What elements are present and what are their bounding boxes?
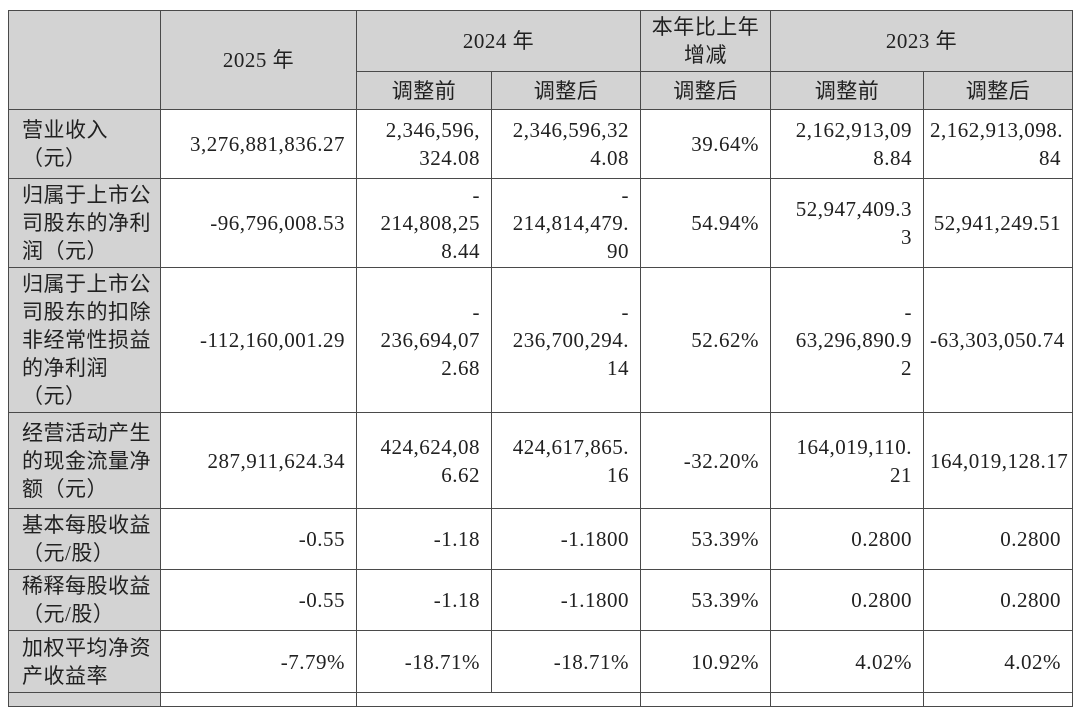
table-cell: -112,160,001.29 <box>160 267 357 413</box>
table-cell: 2,346,596, 324.08 <box>356 109 492 179</box>
table-row-diluted-eps: 稀释每股收益 （元/股） -0.55 -1.18 -1.1800 53.39% … <box>8 569 1073 631</box>
financial-summary-table: 2025 年 2024 年 本年比上年 增减 2023 年 调整前 调整后 调整… <box>8 10 1073 707</box>
table-cell: 287,911,624.34 <box>160 412 357 509</box>
row-label: 营业收入 （元） <box>8 109 161 179</box>
table-cell: -1.1800 <box>491 508 641 570</box>
table-cell: 164,019,110. 21 <box>770 412 924 509</box>
table-cell: -63,303,050.74 <box>923 267 1073 413</box>
header-2023-post: 调整后 <box>923 71 1073 110</box>
table-cell: -1.1800 <box>491 569 641 631</box>
table-row-partial <box>8 692 1073 707</box>
table-row-revenue: 营业收入 （元） 3,276,881,836.27 2,346,596, 324… <box>8 109 1073 179</box>
table-cell <box>356 692 641 707</box>
table-cell: - 63,296,890.9 2 <box>770 267 924 413</box>
table-cell: 0.2800 <box>770 508 924 570</box>
header-2023: 2023 年 <box>770 10 1073 72</box>
row-label: 加权平均净资 产收益率 <box>8 630 161 693</box>
table-cell: -18.71% <box>491 630 641 693</box>
table-cell: -7.79% <box>160 630 357 693</box>
table-cell: - 236,694,07 2.68 <box>356 267 492 413</box>
row-label: 稀释每股收益 （元/股） <box>8 569 161 631</box>
table-cell: -0.55 <box>160 508 357 570</box>
table-cell: 52.62% <box>640 267 771 413</box>
table-cell: 54.94% <box>640 178 771 268</box>
row-label <box>8 692 161 707</box>
table-cell: 0.2800 <box>923 569 1073 631</box>
table-cell: -96,796,008.53 <box>160 178 357 268</box>
table-cell: 3,276,881,836.27 <box>160 109 357 179</box>
row-label: 基本每股收益 （元/股） <box>8 508 161 570</box>
table-cell <box>770 692 924 707</box>
table-cell: -32.20% <box>640 412 771 509</box>
table-cell: 164,019,128.17 <box>923 412 1073 509</box>
table-cell: -1.18 <box>356 508 492 570</box>
table-cell: 2,346,596,32 4.08 <box>491 109 641 179</box>
header-row-2: 调整前 调整后 调整后 调整前 调整后 <box>9 71 1073 110</box>
table-cell: 52,947,409.3 3 <box>770 178 924 268</box>
table-cell: - 236,700,294. 14 <box>491 267 641 413</box>
row-label: 经营活动产生 的现金流量净 额（元） <box>8 412 161 509</box>
table-cell: 0.2800 <box>923 508 1073 570</box>
header-2024-post: 调整后 <box>491 71 641 110</box>
table-cell: 10.92% <box>640 630 771 693</box>
table-cell: 4.02% <box>770 630 924 693</box>
table-cell: -0.55 <box>160 569 357 631</box>
table-cell: 2,162,913,09 8.84 <box>770 109 924 179</box>
table-row-net-profit: 归属于上市公 司股东的净利 润（元） -96,796,008.53 - 214,… <box>8 178 1073 268</box>
header-2024: 2024 年 <box>356 10 641 72</box>
table-row-net-profit-excl-nonrecurring: 归属于上市公 司股东的扣除 非经常性损益 的净利润 （元） -112,160,0… <box>8 267 1073 413</box>
table-row-weighted-avg-roe: 加权平均净资 产收益率 -7.79% -18.71% -18.71% 10.92… <box>8 630 1073 693</box>
table-row-operating-cash-flow: 经营活动产生 的现金流量净 额（元） 287,911,624.34 424,62… <box>8 412 1073 509</box>
table-cell: 53.39% <box>640 508 771 570</box>
row-label: 归属于上市公 司股东的扣除 非经常性损益 的净利润 （元） <box>8 267 161 413</box>
table-cell <box>640 692 771 707</box>
header-corner <box>8 10 161 110</box>
table-cell <box>160 692 357 707</box>
table-cell <box>923 692 1073 707</box>
row-label: 归属于上市公 司股东的净利 润（元） <box>8 178 161 268</box>
table-cell: 39.64% <box>640 109 771 179</box>
table-cell: 52,941,249.51 <box>923 178 1073 268</box>
table-cell: -18.71% <box>356 630 492 693</box>
table-cell: - 214,814,479. 90 <box>491 178 641 268</box>
header-change: 本年比上年 增减 <box>640 10 771 72</box>
header-2025: 2025 年 <box>160 10 357 110</box>
table-cell: 424,617,865. 16 <box>491 412 641 509</box>
table-cell: 53.39% <box>640 569 771 631</box>
table-cell: 2,162,913,098. 84 <box>923 109 1073 179</box>
table-row-basic-eps: 基本每股收益 （元/股） -0.55 -1.18 -1.1800 53.39% … <box>8 508 1073 570</box>
table-cell: 4.02% <box>923 630 1073 693</box>
table-cell: 0.2800 <box>770 569 924 631</box>
header-2024-pre: 调整前 <box>356 71 492 110</box>
header-row-1: 2025 年 2024 年 本年比上年 增减 2023 年 <box>8 10 1073 110</box>
header-2023-pre: 调整前 <box>770 71 924 110</box>
table-cell: -1.18 <box>356 569 492 631</box>
table-cell: - 214,808,25 8.44 <box>356 178 492 268</box>
header-change-post: 调整后 <box>640 71 771 110</box>
table-cell: 424,624,08 6.62 <box>356 412 492 509</box>
